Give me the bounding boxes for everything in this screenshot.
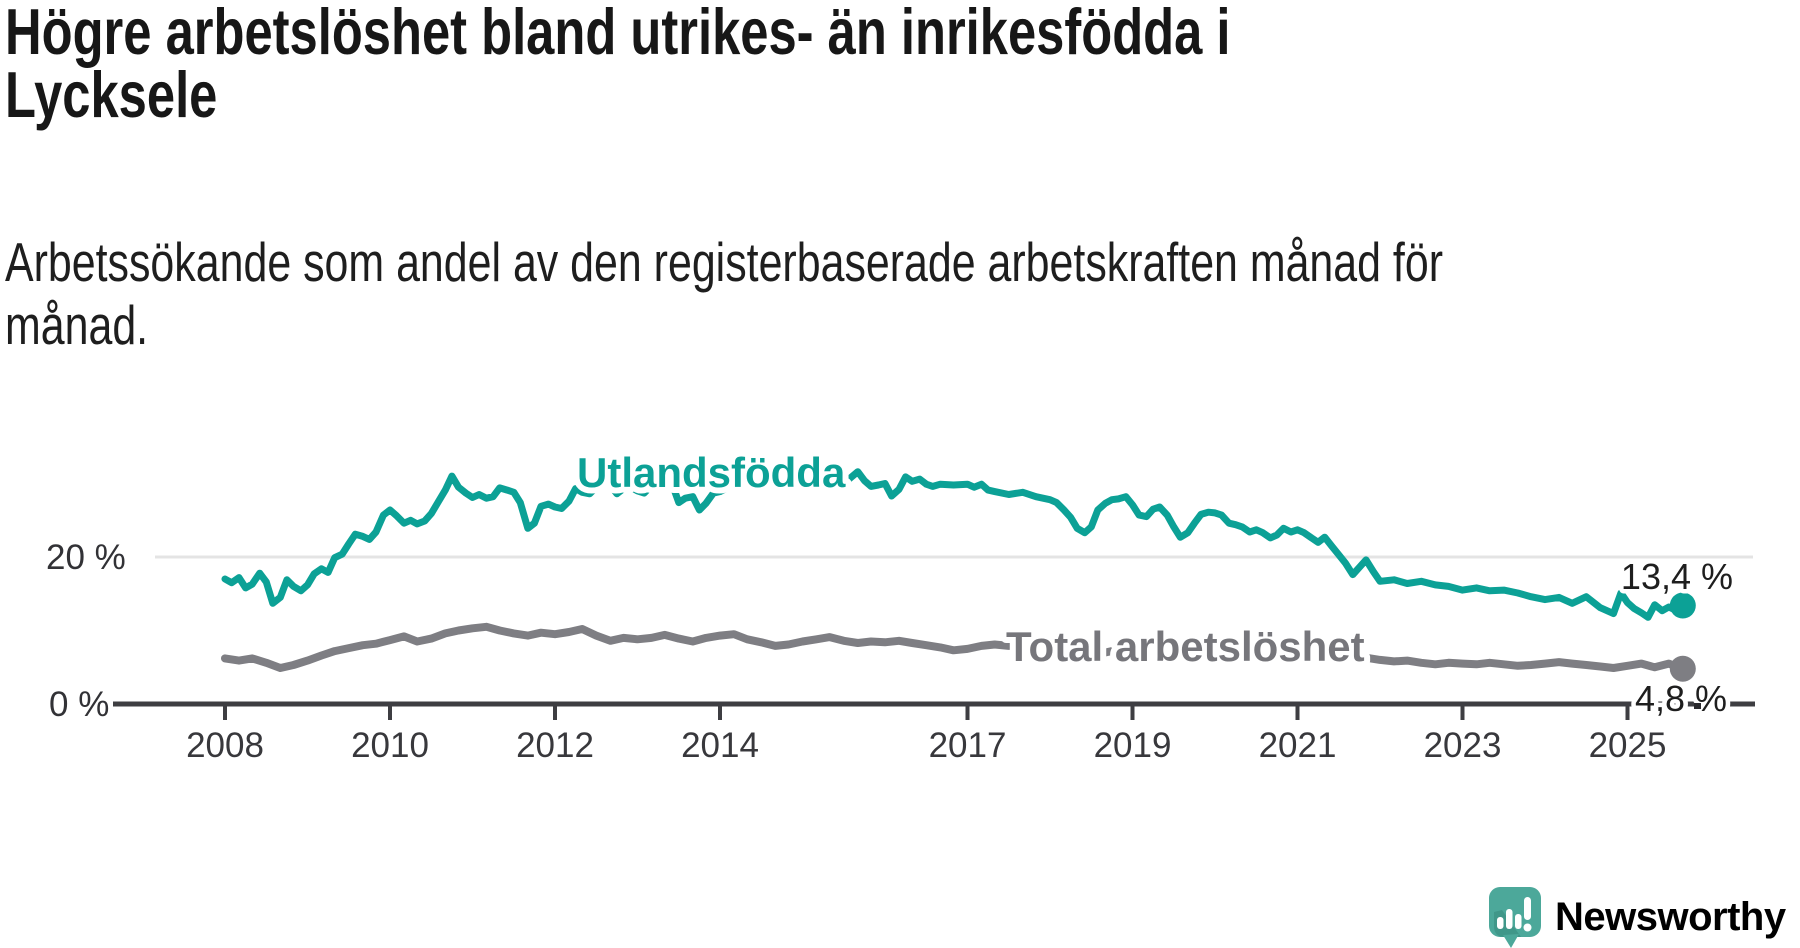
series-label-utlandsfodda: Utlandsfödda [577, 449, 846, 496]
x-tick-label-2019: 2019 [1094, 726, 1172, 765]
end-value-utlandsfodda: 13,4 % [1621, 556, 1733, 597]
title-line-1: Högre arbetslöshet bland utrikes- än inr… [5, 0, 1231, 68]
title-line-2: Lycksele [5, 58, 218, 131]
x-tick-label-2012: 2012 [516, 726, 594, 765]
series-label-total: Total arbetslöshet [1006, 623, 1365, 670]
x-tick-label-2021: 2021 [1259, 726, 1337, 765]
x-tick-label-2025: 2025 [1589, 726, 1667, 765]
x-axis-tick-labels: 2008 2010 2012 2014 2017 2019 2021 2023 2025 [186, 726, 1666, 765]
subtitle-line-1: Arbetssökande som andel av den registerb… [5, 231, 1443, 293]
series-line-utlandsfodda [221, 468, 1687, 621]
x-tick-label-2023: 2023 [1424, 726, 1502, 765]
brand-name: Newsworthy [1555, 894, 1786, 939]
x-axis-ticks [223, 704, 1630, 720]
y-tick-label-0: 0 % [49, 685, 109, 724]
page-title: Högre arbetslöshet bland utrikes- än inr… [5, 0, 1231, 131]
newsworthy-logo: Newsworthy [1488, 886, 1786, 948]
end-value-total: 4,8 % [1635, 678, 1727, 719]
x-tick-label-2014: 2014 [681, 726, 759, 765]
endpoint-dot-utlandsfodda [1669, 592, 1696, 619]
axis-artifact-dot [1694, 703, 1701, 709]
subtitle-line-2: månad. [5, 294, 149, 356]
chart-subtitle: Arbetssökande som andel av den registerb… [5, 231, 1443, 357]
endpoint-dot-total [1669, 655, 1696, 682]
x-tick-label-2010: 2010 [351, 726, 429, 765]
x-tick-label-2017: 2017 [929, 726, 1007, 765]
newsworthy-badge-icon [1489, 887, 1541, 948]
x-tick-label-2008: 2008 [186, 726, 264, 765]
series-line-total [221, 622, 1687, 673]
y-tick-label-20: 20 % [46, 538, 126, 577]
